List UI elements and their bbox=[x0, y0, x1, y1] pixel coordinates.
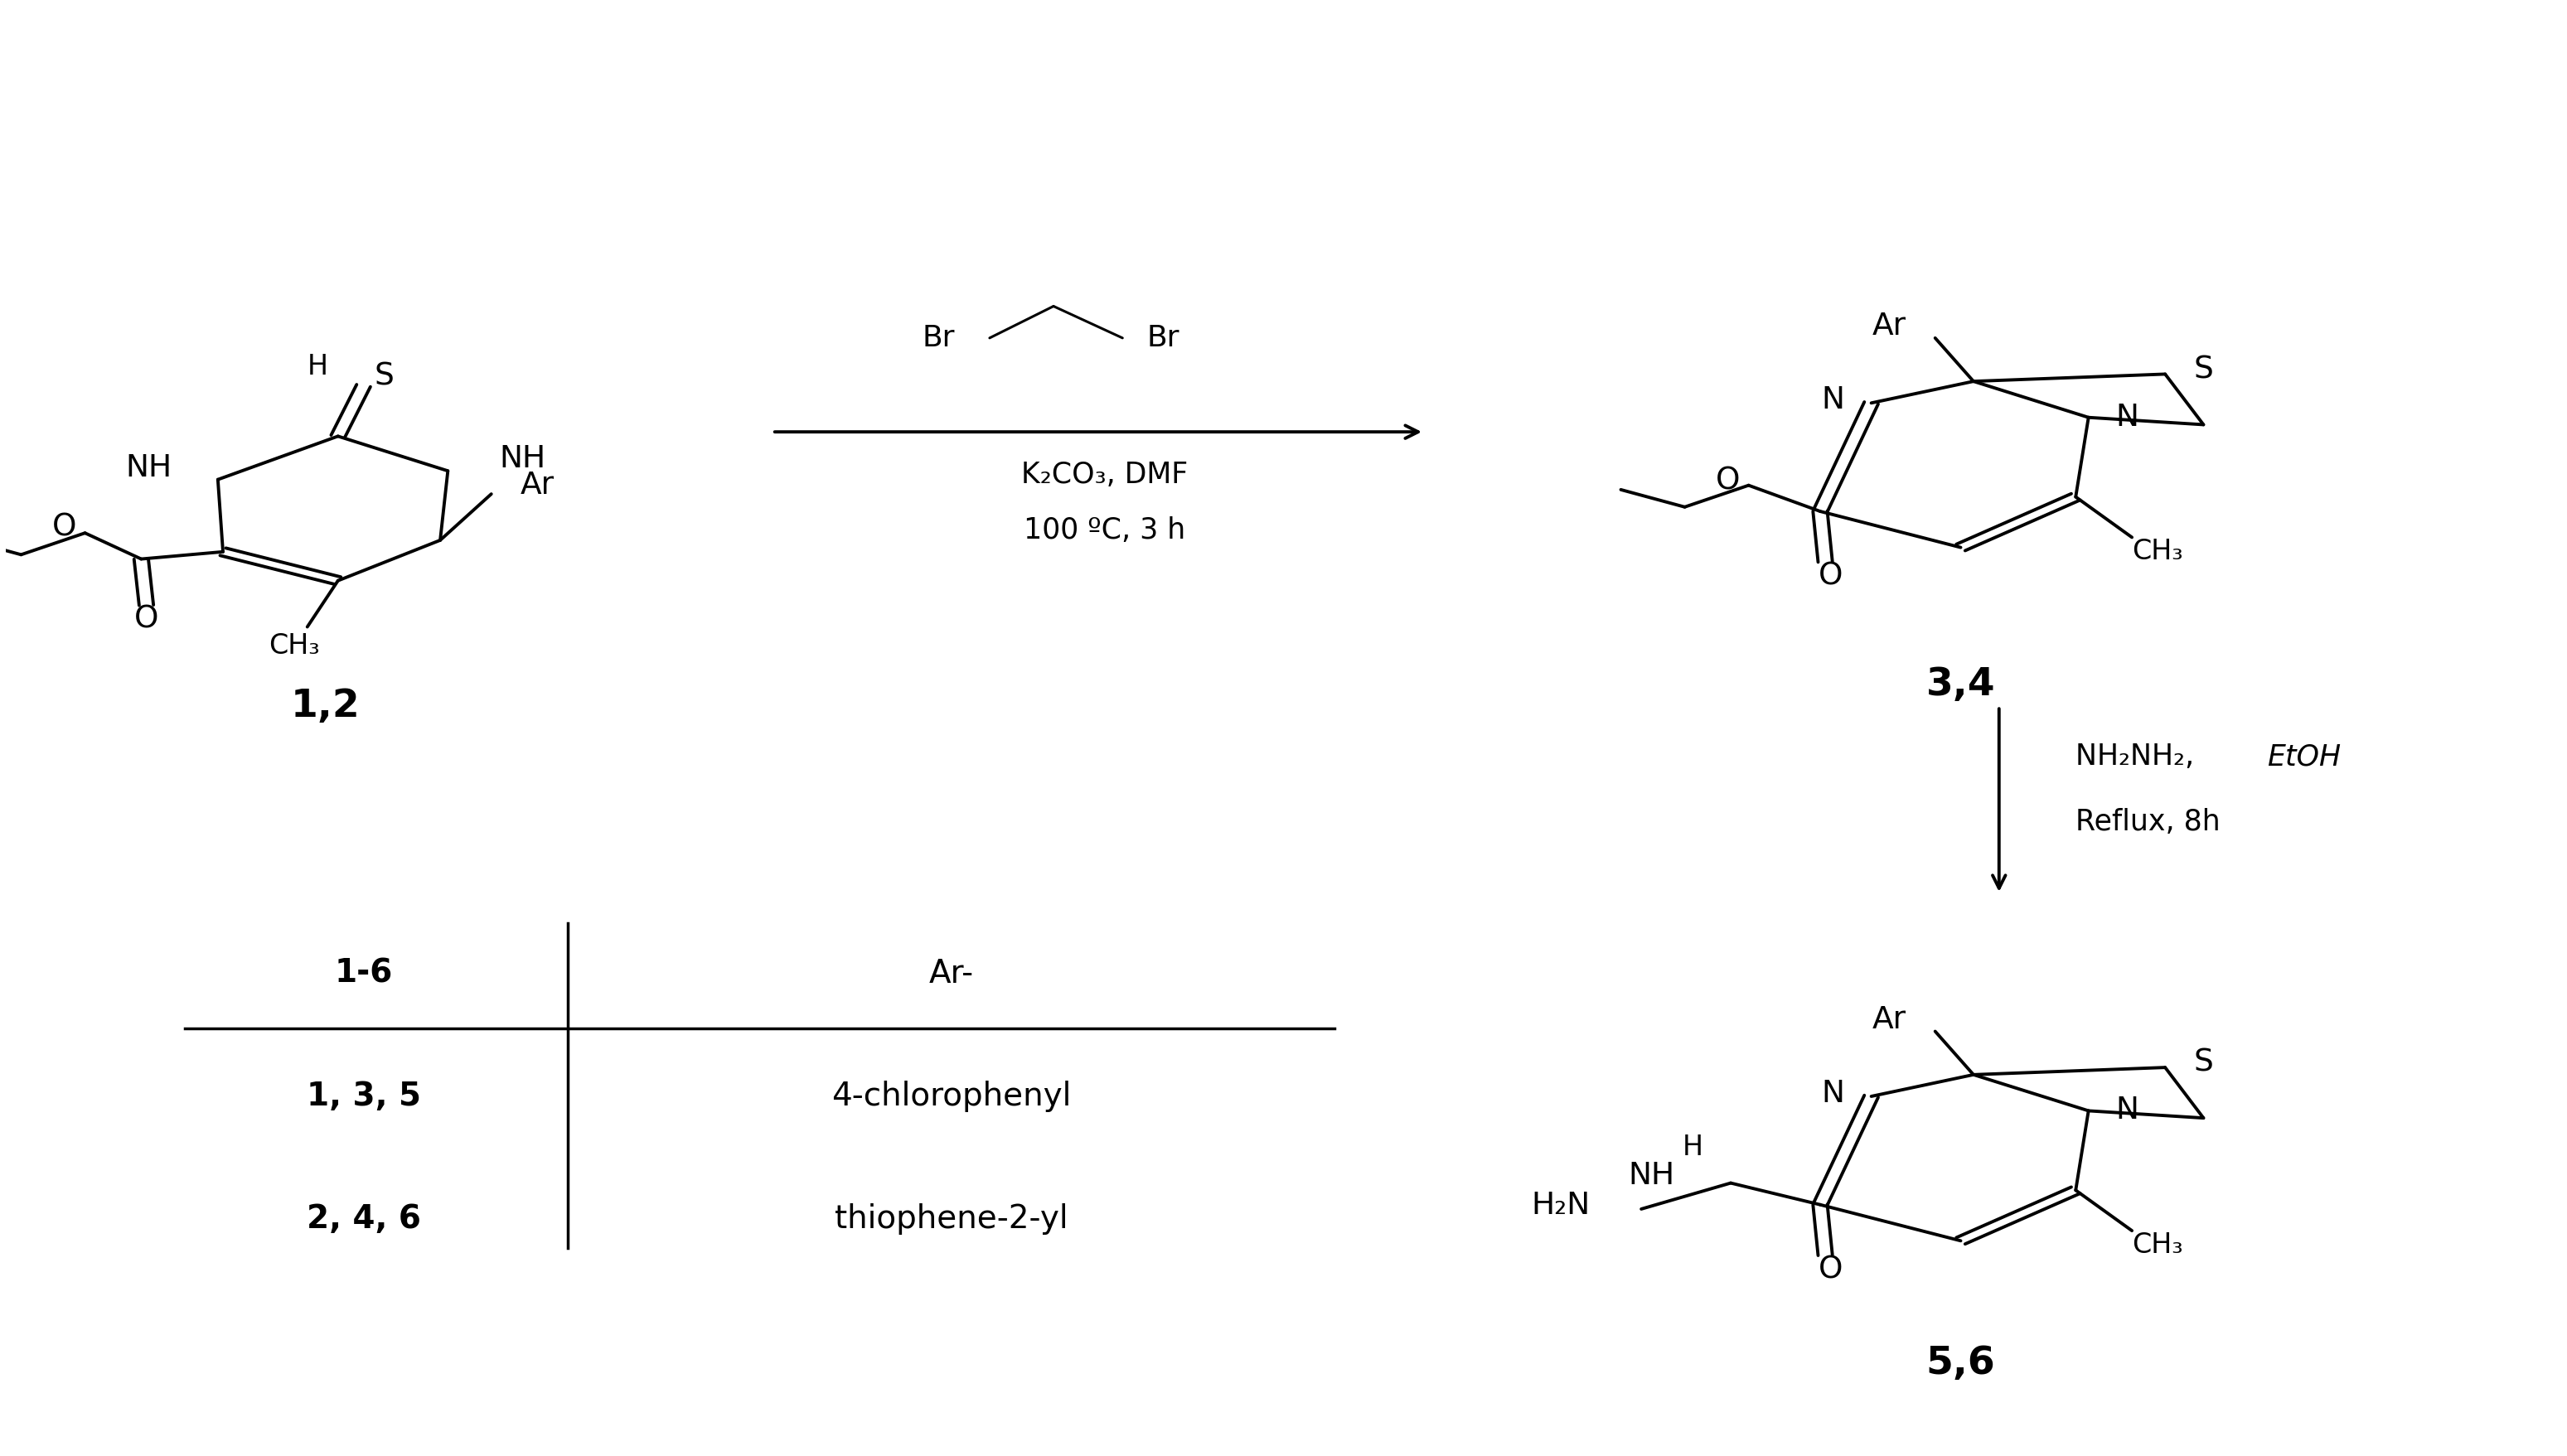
Text: Ar: Ar bbox=[1871, 312, 1907, 341]
Text: CH₃: CH₃ bbox=[2131, 539, 2182, 565]
Text: 4-chlorophenyl: 4-chlorophenyl bbox=[832, 1080, 1070, 1112]
Text: O: O bbox=[51, 513, 77, 542]
Text: S: S bbox=[375, 363, 393, 392]
Text: O: O bbox=[133, 604, 159, 635]
Text: S: S bbox=[2195, 1048, 2213, 1077]
Text: H: H bbox=[1681, 1133, 1702, 1160]
Text: 100 ºC, 3 h: 100 ºC, 3 h bbox=[1024, 515, 1186, 545]
Text: N: N bbox=[2115, 402, 2138, 432]
Text: Ar-: Ar- bbox=[929, 958, 973, 989]
Text: O: O bbox=[1817, 562, 1843, 591]
Text: H: H bbox=[308, 354, 329, 380]
Text: N: N bbox=[1823, 386, 1846, 415]
Text: 1, 3, 5: 1, 3, 5 bbox=[305, 1080, 421, 1112]
Text: thiophene-2-yl: thiophene-2-yl bbox=[834, 1203, 1068, 1235]
Text: 2, 4, 6: 2, 4, 6 bbox=[305, 1203, 421, 1235]
Text: CH₃: CH₃ bbox=[270, 632, 321, 660]
Text: CH₃: CH₃ bbox=[2131, 1232, 2182, 1259]
Text: NH₂NH₂,: NH₂NH₂, bbox=[2077, 743, 2202, 772]
Text: 3,4: 3,4 bbox=[1925, 665, 1995, 703]
Text: S: S bbox=[2195, 355, 2213, 384]
Text: NH: NH bbox=[126, 453, 172, 483]
Text: O: O bbox=[1715, 466, 1740, 496]
Text: Br: Br bbox=[922, 323, 955, 352]
Text: NH: NH bbox=[498, 444, 544, 475]
Text: H₂N: H₂N bbox=[1530, 1191, 1589, 1222]
Text: Br: Br bbox=[1147, 323, 1181, 352]
Text: Reflux, 8h: Reflux, 8h bbox=[2077, 808, 2220, 836]
Text: Ar: Ar bbox=[521, 470, 554, 501]
Text: N: N bbox=[1823, 1079, 1846, 1108]
Text: 1,2: 1,2 bbox=[290, 687, 359, 725]
Text: Ar: Ar bbox=[1871, 1005, 1907, 1035]
Text: EtOH: EtOH bbox=[2267, 743, 2341, 772]
Text: O: O bbox=[1817, 1255, 1843, 1284]
Text: NH: NH bbox=[1627, 1160, 1674, 1191]
Text: 1-6: 1-6 bbox=[334, 958, 393, 989]
Text: N: N bbox=[2115, 1096, 2138, 1125]
Text: K₂CO₃, DMF: K₂CO₃, DMF bbox=[1022, 462, 1189, 489]
Text: 5,6: 5,6 bbox=[1925, 1345, 1995, 1382]
